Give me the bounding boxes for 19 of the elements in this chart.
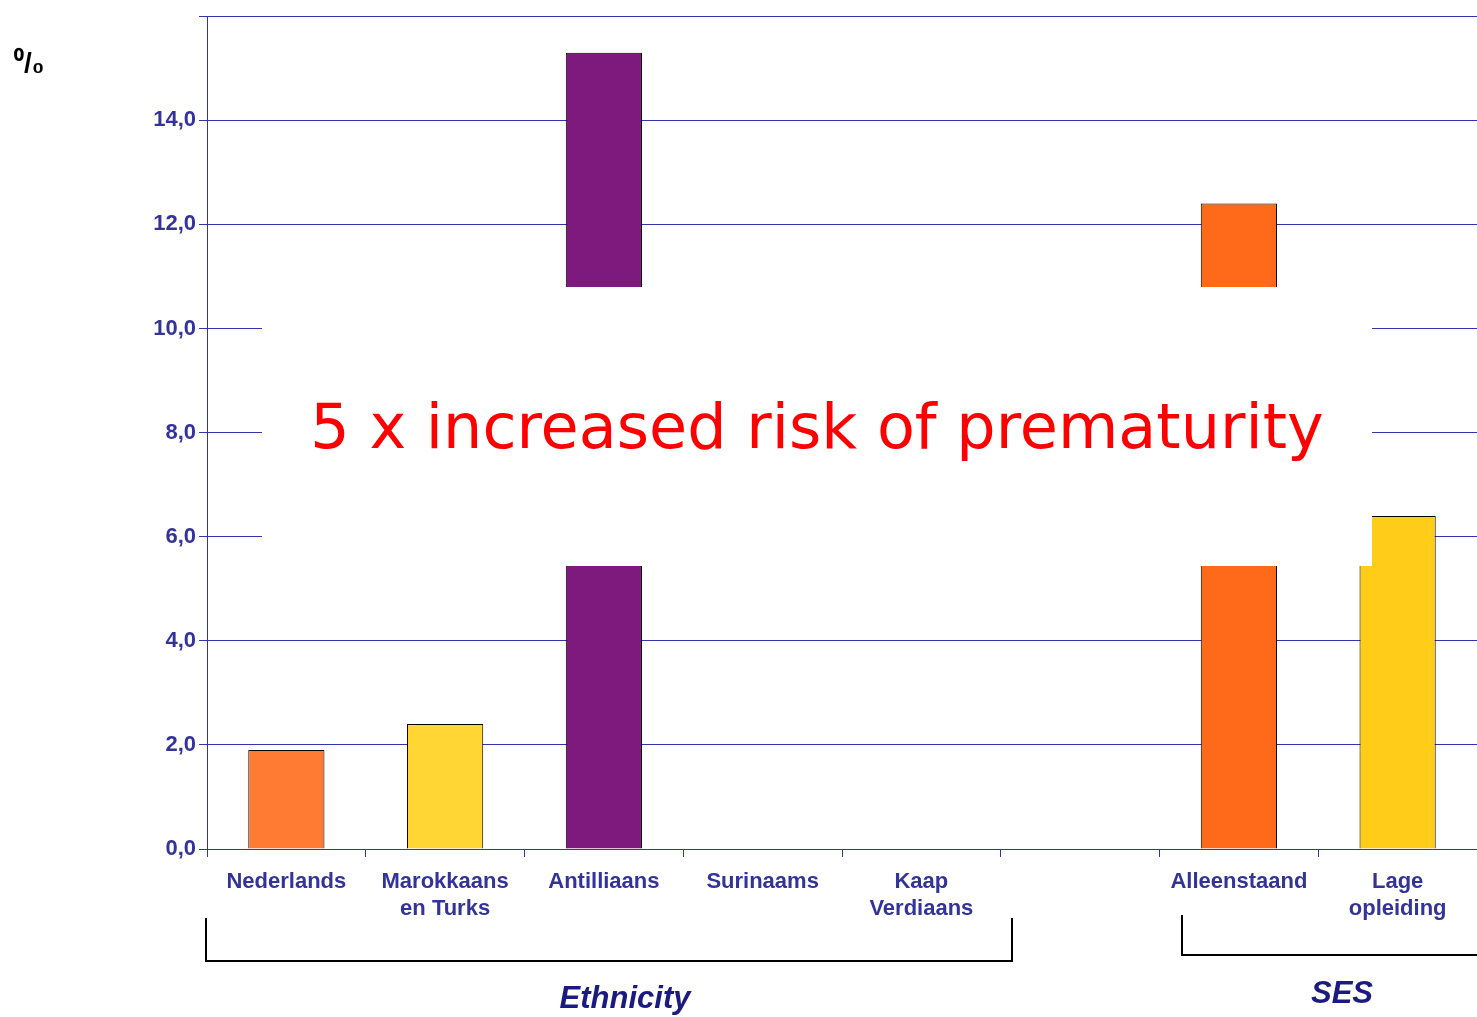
y-tick-label: 10,0 [153, 314, 196, 340]
y-tick-label: 14,0 [153, 106, 196, 132]
y-tick-label: 2,0 [165, 730, 196, 756]
y-tick-label: 6,0 [165, 522, 196, 548]
x-tick-label: Lage opleiding [1348, 868, 1447, 920]
text-box: 5 x increased risk of prematurity [262, 287, 1372, 566]
y-tick-label: 4,0 [165, 626, 196, 652]
y-tick-label: 8,0 [165, 418, 196, 444]
x-tick-label: Antilliaans [548, 868, 660, 894]
y-tick-label: 0,0 [165, 835, 196, 861]
x-tick-label: Nederlands [226, 868, 347, 894]
x-tick-label: Alleenstaand [1170, 868, 1308, 894]
y-tick-label: 12,0 [153, 210, 196, 236]
x-tick-label: Kaap Verdiaans [869, 868, 974, 920]
x-tick-label: Marokkaans en Turks [381, 868, 509, 920]
text: Ethnicity [559, 980, 691, 1016]
x-tick-label: Surinaams [706, 868, 819, 894]
text: SES [1310, 975, 1374, 1011]
y-axis-title: ⁰/₀ [14, 46, 45, 80]
